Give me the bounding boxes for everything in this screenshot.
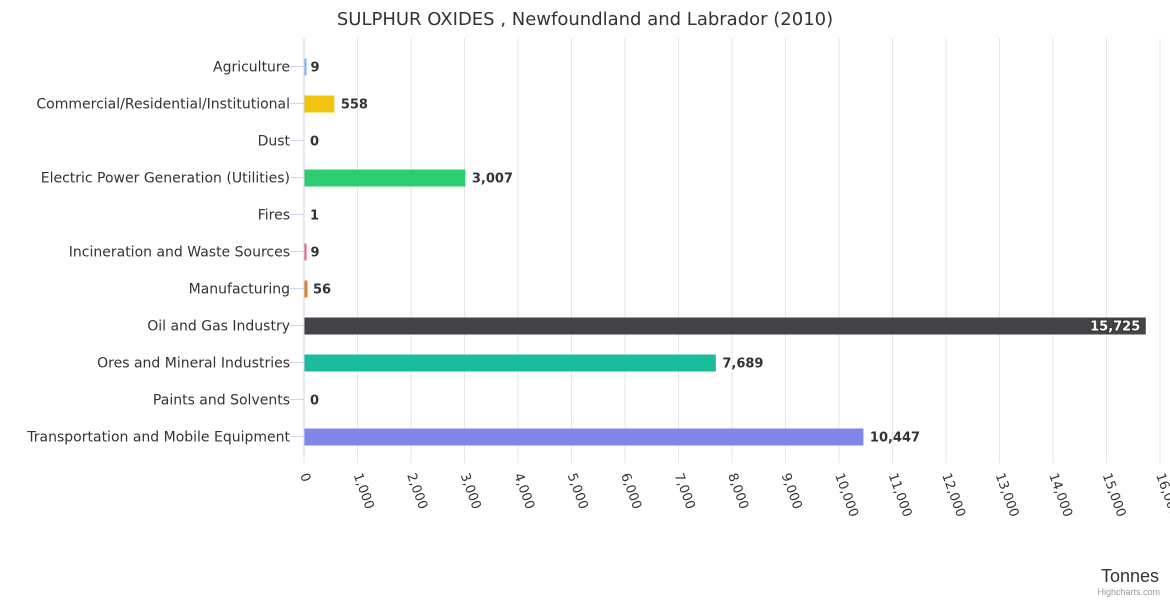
axis-title: Tonnes [1101, 566, 1159, 586]
category-label: Paints and Solvents [153, 393, 290, 409]
x-tick-label: 10,000 [831, 471, 861, 519]
x-tick-label: 7,000 [671, 471, 698, 511]
x-tick-label: 5,000 [564, 471, 591, 511]
category-label: Ores and Mineral Industries [97, 356, 290, 372]
category-label: Manufacturing [189, 282, 290, 298]
x-tick-label: 9,000 [778, 471, 805, 511]
data-label: 3,007 [472, 172, 513, 187]
x-tick-label: 1,000 [350, 471, 377, 511]
bar[interactable] [304, 317, 1146, 335]
data-label: 7,689 [722, 357, 763, 372]
data-label: 0 [310, 394, 319, 409]
data-label: 10,447 [870, 431, 920, 446]
x-tick-label: 16,000 [1152, 471, 1170, 519]
bar[interactable] [304, 58, 307, 76]
category-label: Fires [258, 208, 290, 224]
x-tick-label: 14,000 [1045, 471, 1075, 519]
category-label: Commercial/Residential/Institutional [36, 97, 290, 113]
x-tick-label: 13,000 [992, 471, 1022, 519]
bar[interactable] [304, 280, 308, 298]
x-tick-label: 8,000 [724, 471, 751, 511]
data-label: 15,725 [1090, 320, 1140, 335]
bar[interactable] [304, 354, 716, 372]
data-label: 9 [310, 246, 319, 261]
category-label: Agriculture [213, 60, 290, 76]
x-tick-label: 2,000 [403, 471, 430, 511]
chart-title: SULPHUR OXIDES , Newfoundland and Labrad… [337, 9, 833, 30]
category-label: Incineration and Waste Sources [69, 245, 290, 261]
category-label: Dust [258, 134, 291, 150]
data-label: 0 [310, 135, 319, 150]
x-tick-label: 6,000 [617, 471, 644, 511]
category-label: Electric Power Generation (Utilities) [41, 171, 290, 187]
category-label: Oil and Gas Industry [147, 319, 290, 335]
data-label: 1 [310, 209, 319, 224]
category-label: Transportation and Mobile Equipment [26, 430, 290, 446]
data-label: 9 [310, 61, 319, 76]
bar[interactable] [304, 243, 307, 261]
x-tick-label: 0 [296, 471, 313, 484]
x-tick-label: 15,000 [1099, 471, 1129, 519]
x-tick-label: 4,000 [510, 471, 537, 511]
x-tick-label: 12,000 [938, 471, 968, 519]
bar[interactable] [304, 428, 864, 446]
x-tick-label: 3,000 [457, 471, 484, 511]
data-label: 558 [341, 98, 368, 113]
bar[interactable] [304, 169, 466, 187]
data-label: 56 [313, 283, 331, 298]
x-tick-label: 11,000 [885, 471, 915, 519]
bar[interactable] [304, 95, 335, 113]
credit-link[interactable]: Highcharts.com [1097, 587, 1160, 597]
